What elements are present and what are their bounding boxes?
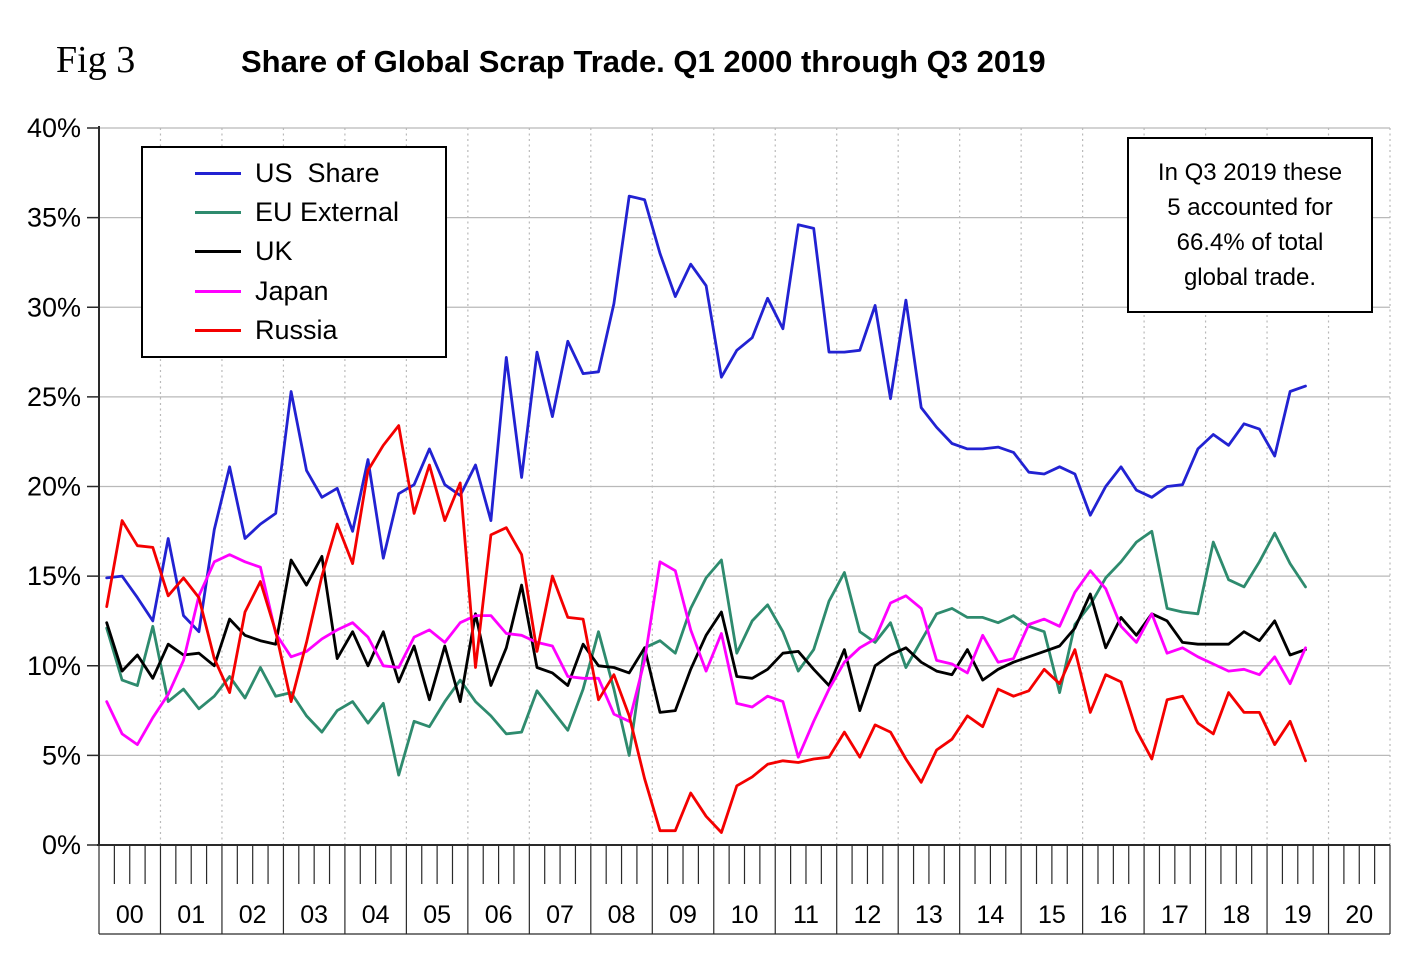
- legend-label: US Share: [255, 158, 380, 189]
- y-axis-tick-label: 25%: [27, 382, 81, 412]
- legend-item-uk: UK: [195, 234, 445, 270]
- x-axis-year-label: 20: [1345, 901, 1373, 929]
- annotation-line: In Q3 2019 these: [1129, 155, 1371, 190]
- x-axis-year-label: 13: [915, 901, 943, 929]
- legend-item-eu-external: EU External: [195, 195, 445, 231]
- annotation-line: 66.4% of total: [1129, 225, 1371, 260]
- legend-label: EU External: [255, 197, 399, 228]
- legend-line-swatch: [195, 211, 241, 214]
- x-axis-year-label: 04: [362, 901, 390, 929]
- y-axis-tick-label: 20%: [27, 472, 81, 502]
- legend-label: UK: [255, 236, 293, 267]
- legend-item-russia: Russia: [195, 312, 445, 348]
- y-axis-tick-label: 15%: [27, 561, 81, 591]
- x-axis-year-label: 11: [793, 901, 819, 929]
- annotation-line: 5 accounted for: [1129, 190, 1371, 225]
- x-axis-year-label: 09: [669, 901, 697, 929]
- x-axis-year-label: 10: [731, 901, 759, 929]
- x-axis-year-label: 07: [546, 901, 574, 929]
- series-line-eu-external: [107, 531, 1306, 775]
- annotation-line: global trade.: [1129, 260, 1371, 295]
- chart-page: Fig 3 Share of Global Scrap Trade. Q1 20…: [0, 0, 1420, 973]
- x-axis-year-label: 05: [423, 901, 451, 929]
- x-axis-year-label: 08: [608, 901, 636, 929]
- legend-label: Japan: [255, 276, 329, 307]
- x-axis-year-label: 15: [1038, 901, 1066, 929]
- legend-item-japan: Japan: [195, 273, 445, 309]
- legend-item-us-share: US Share: [195, 156, 445, 192]
- y-axis-tick-label: 40%: [27, 113, 81, 143]
- x-axis-year-label: 00: [116, 901, 144, 929]
- y-axis-tick-label: 5%: [42, 740, 81, 770]
- y-axis-tick-label: 0%: [42, 830, 81, 860]
- x-axis-year-label: 18: [1222, 901, 1250, 929]
- legend: US Share EU External UK Japan Russia: [141, 146, 447, 358]
- y-axis-tick-label: 35%: [27, 203, 81, 233]
- x-axis-year-label: 06: [485, 901, 513, 929]
- legend-line-swatch: [195, 329, 241, 332]
- annotation-callout: In Q3 2019 these 5 accounted for 66.4% o…: [1127, 137, 1373, 313]
- x-axis-year-label: 19: [1284, 901, 1312, 929]
- y-axis-tick-label: 10%: [27, 651, 81, 681]
- x-axis-year-label: 01: [177, 901, 205, 929]
- legend-line-swatch: [195, 250, 241, 253]
- x-axis-year-label: 17: [1161, 901, 1189, 929]
- legend-label: Russia: [255, 315, 338, 346]
- x-axis-year-label: 03: [300, 901, 328, 929]
- x-axis-year-label: 16: [1099, 901, 1127, 929]
- x-axis-year-label: 14: [976, 901, 1004, 929]
- x-axis-year-label: 12: [854, 901, 882, 929]
- x-axis-year-label: 02: [239, 901, 267, 929]
- legend-line-swatch: [195, 290, 241, 293]
- legend-line-swatch: [195, 172, 241, 175]
- y-axis-tick-label: 30%: [27, 292, 81, 322]
